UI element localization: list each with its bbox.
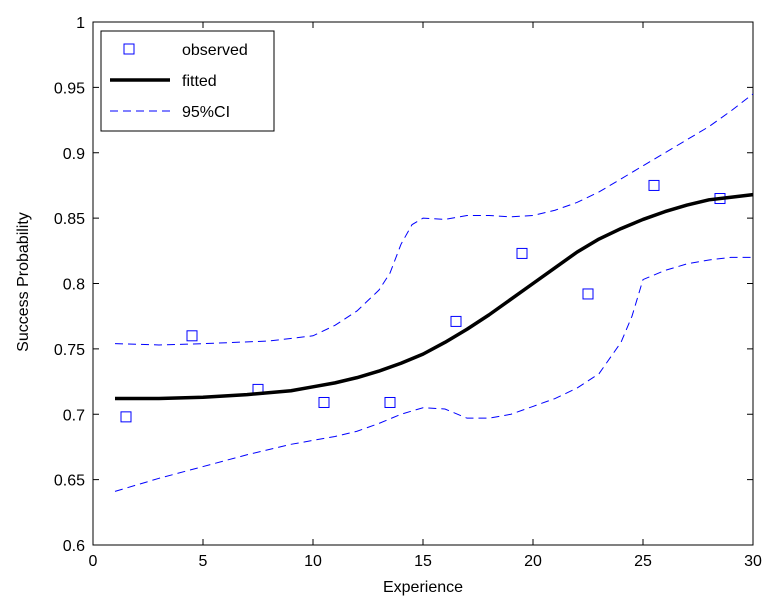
observed-point — [318, 396, 330, 408]
y-axis-title: Success Probability — [15, 212, 32, 352]
y-tick-label: 0.8 — [63, 277, 85, 294]
y-tick-label: 0.95 — [54, 80, 85, 97]
observed-point — [384, 396, 396, 408]
observed-point — [120, 411, 132, 423]
x-tick-label: 10 — [304, 553, 322, 570]
y-tick-label: 0.65 — [54, 473, 85, 490]
ticks-layer: 0 5 10 15 20 25 30 0.6 0.65 0.7 0.75 0.8 0.85 0.9 0.95… — [54, 15, 762, 570]
observed-point — [516, 247, 528, 259]
y-tick-label: 0.9 — [63, 146, 85, 163]
fitted-line — [115, 192, 754, 401]
x-tick-label: 30 — [744, 553, 762, 570]
y-tick-label: 0.85 — [54, 211, 85, 228]
legend-label: 95%CI — [182, 104, 230, 121]
legend: observed fitted 95%CI — [100, 30, 275, 132]
x-tick-label: 20 — [524, 553, 542, 570]
ci-lower-line — [114, 256, 753, 492]
y-tick-label: 0.6 — [63, 538, 85, 555]
x-tick-label: 5 — [199, 553, 208, 570]
x-tick-label: 15 — [414, 553, 432, 570]
series-layer — [114, 93, 754, 492]
observed-point — [186, 330, 198, 342]
x-axis-title: Experience — [383, 579, 463, 596]
legend-label: observed — [182, 42, 248, 59]
legend-marker-observed — [123, 43, 135, 55]
observed-point — [582, 288, 594, 300]
y-tick-label: 0.75 — [54, 342, 85, 359]
observed-point — [648, 179, 660, 191]
y-tick-label: 0.7 — [63, 407, 85, 424]
y-tick-label: 1 — [76, 15, 85, 32]
observed-point — [450, 315, 462, 327]
ci-upper-line — [114, 93, 754, 346]
x-tick-label: 25 — [634, 553, 652, 570]
x-tick-label: 0 — [89, 553, 98, 570]
legend-label: fitted — [182, 73, 217, 90]
